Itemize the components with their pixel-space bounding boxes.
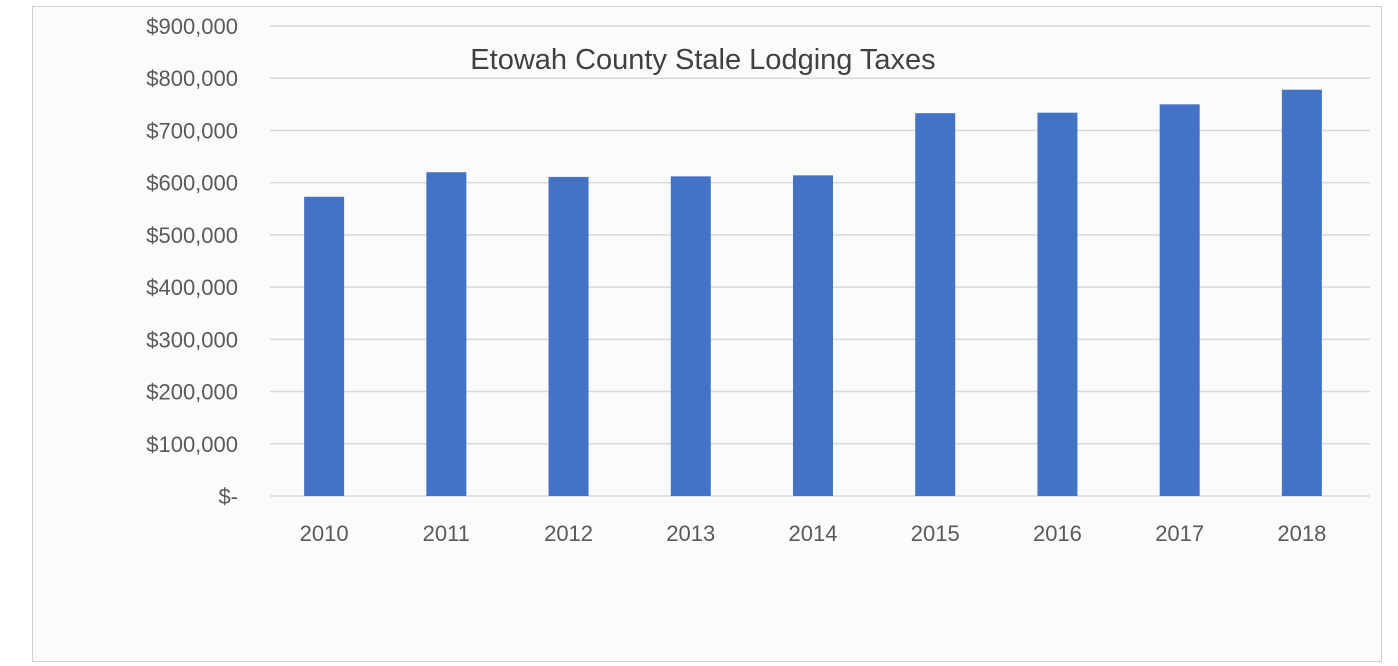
- x-tick-label: 2013: [666, 521, 715, 546]
- y-tick-label: $200,000: [146, 380, 238, 405]
- bar-2016: [1037, 112, 1078, 496]
- x-tick-label: 2011: [423, 521, 470, 546]
- y-tick-label: $400,000: [146, 275, 238, 300]
- chart-title: Etowah County Stale Lodging Taxes: [470, 44, 935, 76]
- x-tick-label: 2010: [300, 521, 349, 546]
- bar-2014: [793, 175, 833, 496]
- y-tick-label: $300,000: [146, 327, 238, 352]
- y-tick-label: $100,000: [146, 432, 238, 457]
- bars: [304, 89, 1322, 496]
- y-tick-label: $600,000: [146, 171, 238, 196]
- bar-2011: [426, 172, 467, 496]
- y-tick-label: $700,000: [146, 118, 238, 143]
- bar-2015: [915, 113, 956, 496]
- bar-2017: [1159, 104, 1200, 496]
- y-tick-label: $-: [218, 484, 238, 509]
- x-tick-label: 2017: [1155, 521, 1204, 546]
- x-axis-labels: 2010 2011 2012 2013 2014 2015 2016 2017 2018: [300, 521, 1327, 546]
- y-axis-labels: $- $100,000 $200,000 $300,000 $400,000 $500,0…: [146, 14, 238, 509]
- y-tick-label: $900,000: [146, 14, 238, 39]
- x-tick-label: 2015: [911, 521, 960, 546]
- x-tick-label: 2016: [1033, 521, 1082, 546]
- bar-2013: [670, 176, 711, 496]
- x-tick-label: 2018: [1277, 521, 1326, 546]
- bar-2018: [1281, 89, 1322, 496]
- x-tick-label: 2014: [789, 521, 838, 546]
- bar-2012: [548, 176, 589, 496]
- bar-2010: [304, 196, 345, 496]
- y-tick-label: $500,000: [146, 223, 238, 248]
- x-tick-label: 2012: [544, 521, 593, 546]
- y-tick-label: $800,000: [146, 66, 238, 91]
